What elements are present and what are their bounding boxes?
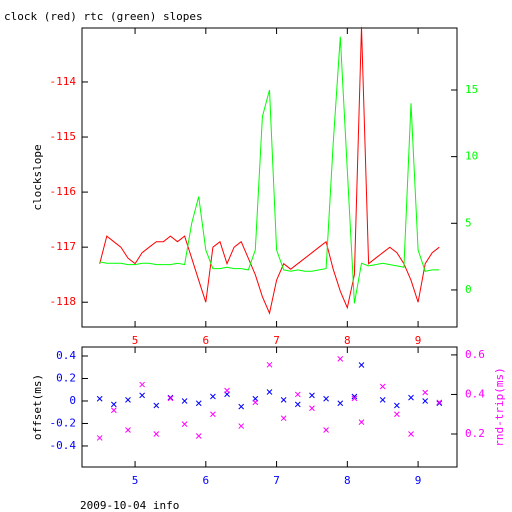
y2-tick-label: 15	[465, 83, 478, 96]
scatter-point	[139, 392, 145, 399]
scatter-point	[238, 423, 245, 429]
scatter-point	[294, 401, 301, 408]
scatter-point	[309, 392, 315, 399]
scatter-point	[210, 393, 216, 400]
y-axis-label: clockslope	[31, 144, 44, 210]
y2-tick-label: 0	[465, 283, 472, 296]
x-tick-label: 5	[132, 334, 139, 347]
scatter-point	[181, 421, 188, 427]
y-tick-label: 0	[69, 394, 76, 407]
scatter-point	[422, 398, 429, 404]
scatter-point	[167, 394, 174, 401]
x-tick-label: 9	[415, 334, 422, 347]
y2-tick-label: 0.4	[465, 387, 485, 400]
y2-tick-label: 0.6	[465, 348, 485, 361]
y-tick-label: -116	[50, 185, 77, 198]
x-tick-label: 8	[344, 334, 351, 347]
scatter-point	[280, 415, 287, 422]
scatter-point	[394, 411, 400, 418]
x-tick-label: 5	[132, 474, 139, 487]
scatter-point	[394, 402, 400, 409]
series-line	[99, 26, 440, 315]
y-tick-label: -118	[50, 295, 77, 308]
scatter-point	[323, 395, 329, 402]
y2-axis-label: rnd-trip(ms)	[493, 367, 506, 446]
scatter-point	[96, 395, 103, 402]
scatter-point	[309, 405, 315, 412]
scatter-point	[337, 400, 344, 407]
scatter-point	[379, 397, 386, 403]
scatter-point	[139, 381, 145, 388]
scatter-point	[252, 399, 259, 406]
scatter-point	[224, 387, 230, 394]
x-tick-label: 7	[273, 334, 280, 347]
scatter-point	[238, 403, 245, 410]
plot-frame	[81, 27, 458, 328]
y-tick-label: -117	[50, 240, 77, 253]
scatter-point	[153, 402, 160, 409]
y2-tick-label: 10	[465, 150, 478, 163]
y2-tick-label: 5	[465, 216, 472, 229]
scatter-point	[351, 395, 358, 402]
scatter-point	[337, 356, 344, 362]
x-tick-label: 7	[273, 474, 280, 487]
scatter-point	[436, 400, 443, 407]
scatter-point	[358, 362, 365, 368]
y2-tick-label: 0.2	[465, 427, 485, 440]
scatter-point	[379, 383, 386, 390]
series-line	[99, 36, 440, 304]
y-tick-label: -114	[50, 75, 77, 88]
scatter-point	[358, 419, 365, 425]
y-tick-label: 0.2	[56, 371, 76, 384]
y-tick-label: -0.4	[50, 439, 77, 452]
scatter-point	[266, 361, 273, 368]
x-tick-label: 6	[203, 474, 210, 487]
scatter-point	[280, 397, 287, 403]
footer: 2009-10-04 info	[80, 499, 179, 512]
y-tick-label: -115	[50, 130, 77, 143]
scatter-point	[210, 411, 216, 418]
scatter-point	[323, 427, 329, 433]
scatter-point	[436, 399, 443, 406]
scatter-point	[125, 397, 131, 403]
scatter-point	[351, 393, 358, 400]
x-tick-label: 8	[344, 474, 351, 487]
y-tick-label: -0.2	[50, 416, 77, 429]
scatter-point	[408, 394, 414, 401]
y-axis-label: offset(ms)	[31, 374, 44, 440]
scatter-point	[408, 431, 414, 437]
scatter-point	[110, 401, 117, 408]
scatter-point	[181, 398, 188, 404]
chart-title: clock (red) rtc (green) slopes	[4, 10, 203, 23]
scatter-point	[195, 433, 202, 439]
scatter-point	[153, 431, 160, 437]
scatter-point	[195, 400, 202, 407]
scatter-point	[96, 435, 103, 441]
x-tick-label: 6	[203, 334, 210, 347]
scatter-point	[294, 391, 301, 398]
scatter-point	[110, 407, 117, 414]
y-tick-label: 0.4	[56, 349, 76, 362]
plot-frame	[81, 346, 458, 468]
x-tick-label: 9	[415, 474, 422, 487]
scatter-point	[266, 389, 273, 395]
scatter-point	[422, 389, 429, 396]
scatter-point	[167, 395, 174, 402]
scatter-point	[125, 427, 131, 433]
